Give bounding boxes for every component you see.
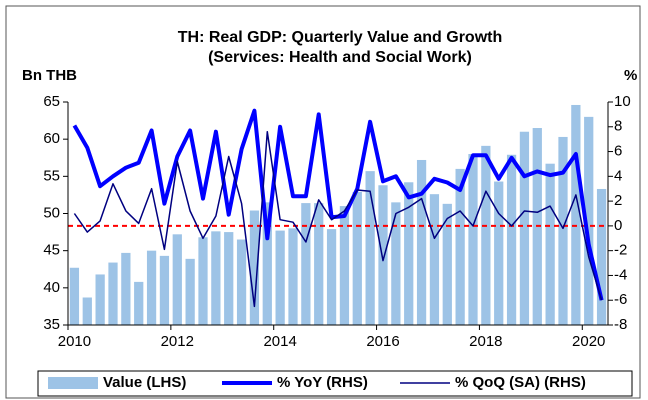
bar [236, 239, 247, 325]
x-tick-label: 2014 [263, 333, 296, 350]
chart-subtitle: (Services: Health and Social Work) [208, 49, 472, 66]
y-tick-label: 60 [43, 130, 60, 147]
bar [211, 231, 221, 325]
bar [69, 267, 80, 325]
bar [378, 185, 388, 325]
bar [185, 258, 195, 325]
bar [545, 163, 555, 325]
bar [506, 154, 517, 325]
bar [121, 252, 131, 325]
legend-label: % QoQ (SA) (RHS) [455, 374, 586, 391]
legend-label: % YoY (RHS) [277, 374, 368, 391]
bar [429, 194, 440, 325]
bar [391, 202, 401, 325]
x-tick-label: 2016 [366, 333, 399, 350]
bar [262, 202, 272, 325]
y-axis-label: Bn THB [22, 67, 77, 84]
bar [95, 274, 105, 325]
x-tick-label: 2020 [572, 333, 605, 350]
bar [558, 136, 568, 325]
x-tick-label: 2010 [58, 333, 91, 350]
bar [224, 232, 234, 325]
bar [404, 182, 414, 325]
bar [249, 210, 260, 325]
bar [326, 229, 337, 325]
legend-box [37, 370, 633, 397]
y-tick-label: 55 [43, 167, 60, 184]
y-tick-label: 50 [43, 204, 60, 221]
bar [596, 188, 607, 325]
line-series [73, 130, 603, 308]
y2-tick-label: 4 [614, 167, 622, 184]
y2-tick-label: -6 [614, 291, 627, 308]
chart-title: TH: Real GDP: Quarterly Value and Growth [178, 29, 503, 46]
bar [314, 203, 324, 325]
bar [82, 297, 92, 325]
y2-tick-label: 8 [614, 118, 622, 135]
bar [301, 203, 311, 325]
bar [519, 131, 530, 325]
bar [146, 250, 157, 325]
bar [198, 237, 208, 325]
x-tick-label: 2018 [469, 333, 502, 350]
bar [172, 234, 182, 325]
bar [134, 281, 144, 325]
y-tick-label: 45 [43, 242, 60, 259]
bar [442, 203, 452, 325]
bar [481, 145, 491, 325]
bar [584, 116, 594, 325]
y2-axis-label: % [624, 67, 637, 84]
bar [494, 181, 504, 325]
line-series [72, 108, 604, 301]
bar [365, 171, 375, 325]
x-tick-label: 2012 [161, 333, 194, 350]
y2-tick-label: 0 [614, 217, 622, 234]
y2-tick-label: 10 [614, 93, 631, 110]
bar [108, 262, 118, 325]
y-tick-label: 35 [43, 316, 60, 333]
y2-tick-label: -8 [614, 316, 627, 333]
legend-swatch [48, 377, 98, 389]
bar [288, 228, 298, 325]
bar [339, 206, 350, 325]
bar [468, 154, 478, 325]
y2-tick-label: 2 [614, 192, 622, 209]
y2-tick-label: 6 [614, 143, 622, 160]
bar [159, 255, 170, 325]
legend-label: Value (LHS) [103, 374, 186, 391]
y-tick-label: 65 [43, 93, 60, 110]
y2-tick-label: -4 [614, 266, 627, 283]
bar [416, 159, 427, 325]
bar [571, 104, 581, 326]
bar [275, 230, 285, 325]
y2-tick-label: -2 [614, 242, 627, 259]
y-tick-label: 40 [43, 279, 60, 296]
bar [352, 191, 362, 325]
bar [455, 168, 465, 325]
